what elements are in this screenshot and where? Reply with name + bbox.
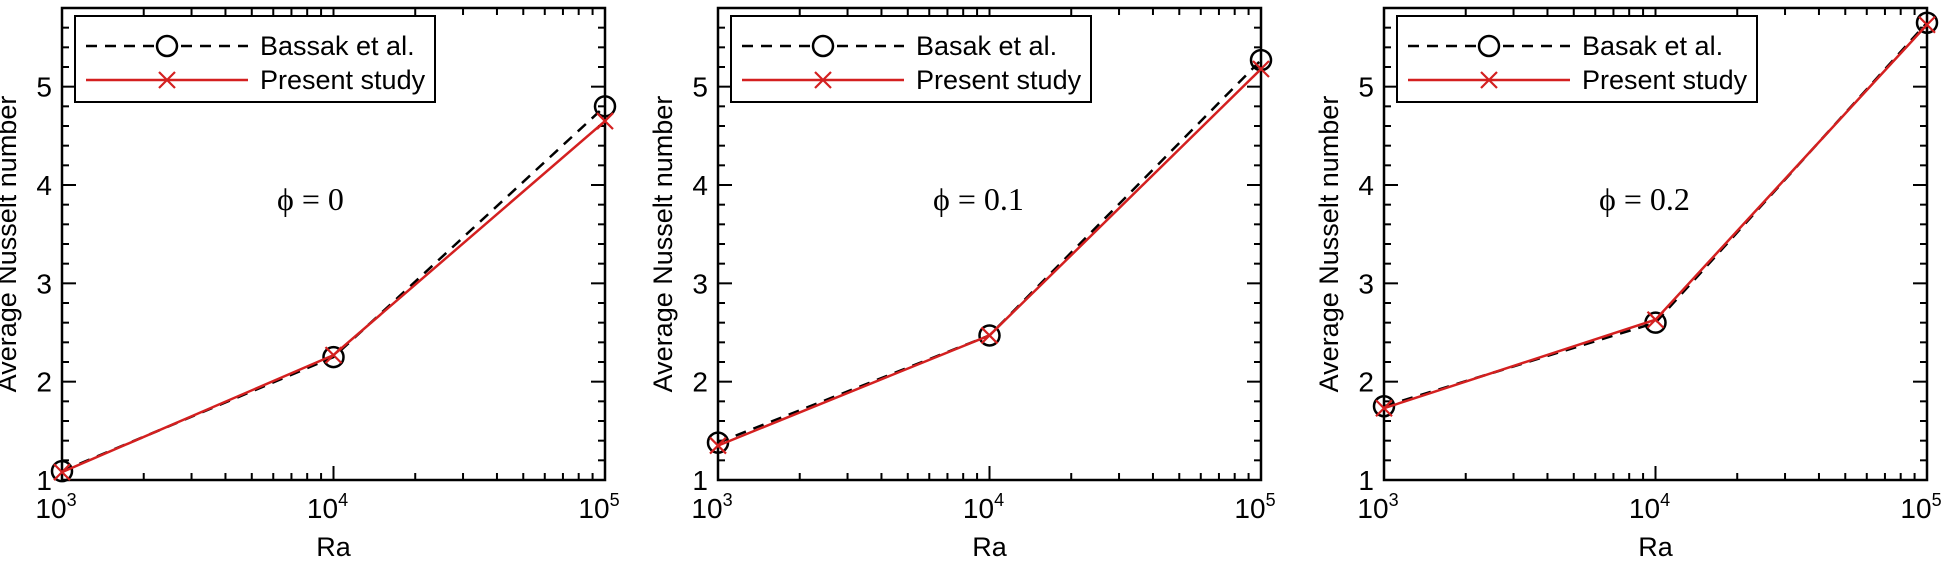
y-axis-title: Average Nusselt number [0, 96, 22, 393]
legend-label-2: Present study [260, 65, 426, 95]
y-tick-label: 2 [1358, 367, 1374, 398]
x-tick-label: 105 [1900, 490, 1941, 524]
marker-circle [978, 324, 1001, 347]
y-tick-label: 4 [1358, 170, 1374, 201]
x-tick-label: 103 [35, 490, 76, 524]
x-tick-base: 10 [963, 493, 994, 524]
x-tick-exponent: 5 [1266, 490, 1276, 510]
y-axis-title: Average Nusselt number [648, 96, 678, 393]
y-tick-label: 4 [692, 170, 708, 201]
y-tick-label: 4 [36, 170, 52, 201]
x-tick-label: 103 [1357, 490, 1398, 524]
x-axis-title: Ra [316, 532, 351, 562]
x-axis-title: Ra [972, 532, 1007, 562]
phi-symbol: ϕ [1599, 181, 1616, 217]
series-line-1 [717, 59, 1262, 444]
y-tick-label: 3 [692, 268, 708, 299]
legend-marker-circle [811, 34, 835, 58]
x-tick-base: 10 [1629, 493, 1660, 524]
legend: Basak et al. Present study [730, 15, 1092, 103]
y-tick-label: 3 [1358, 268, 1374, 299]
y-tick-label: 1 [36, 465, 52, 496]
legend-label-2: Present study [1582, 65, 1748, 95]
legend-label-2: Present study [916, 65, 1082, 95]
legend-box [1396, 15, 1758, 103]
x-tick-base: 10 [35, 493, 66, 524]
marker-circle [593, 95, 617, 118]
phi-value: = 0 [294, 181, 344, 217]
marker-x [1375, 399, 1393, 417]
legend-box [74, 15, 436, 103]
x-tick-exponent: 5 [610, 490, 620, 510]
x-tick-base: 10 [307, 493, 338, 524]
y-tick-label: 5 [692, 72, 708, 103]
series-line-1 [61, 105, 606, 473]
x-tick-label: 105 [1234, 490, 1275, 524]
x-tick-base: 10 [1900, 493, 1931, 524]
phi-symbol: ϕ [277, 181, 294, 217]
marker-x [1918, 15, 1936, 34]
x-tick-label: 104 [307, 490, 348, 524]
x-tick-base: 10 [1234, 493, 1265, 524]
phi-value: = 0.2 [1616, 181, 1690, 217]
marker-x [1646, 310, 1665, 329]
marker-x [980, 326, 999, 345]
y-tick-label: 1 [1358, 465, 1374, 496]
marker-x [53, 463, 71, 481]
marker-circle [322, 345, 345, 369]
legend-label-1: Bassak et al. [260, 31, 415, 61]
marker-circle [50, 459, 74, 483]
x-tick-label: 104 [963, 490, 1004, 524]
marker-circle [1915, 11, 1939, 34]
legend-label-1: Basak et al. [916, 31, 1057, 61]
y-tick-label: 2 [36, 367, 52, 398]
phi-annotation: ϕ = 0 [277, 181, 344, 217]
marker-x [324, 346, 343, 364]
y-tick-label: 2 [692, 367, 708, 398]
legend-box [730, 15, 1092, 103]
x-tick-exponent: 3 [67, 490, 77, 510]
x-axis-title: Ra [1638, 532, 1673, 562]
x-tick-exponent: 3 [1389, 490, 1399, 510]
y-axis-title: Average Nusselt number [1314, 96, 1344, 393]
phi-symbol: ϕ [933, 181, 950, 217]
x-tick-exponent: 3 [723, 490, 733, 510]
y-tick-label: 1 [692, 465, 708, 496]
x-tick-exponent: 4 [1660, 490, 1670, 510]
legend: Basak et al. Present study [1396, 15, 1758, 103]
series-line-2 [717, 68, 1262, 447]
x-tick-base: 10 [1357, 493, 1388, 524]
x-tick-label: 105 [578, 490, 619, 524]
marker-x [1252, 60, 1270, 78]
phi-annotation: ϕ = 0.2 [1599, 181, 1690, 217]
marker-x [709, 436, 727, 455]
x-tick-exponent: 4 [994, 490, 1004, 510]
x-tick-exponent: 5 [1932, 490, 1942, 510]
marker-x [596, 112, 614, 130]
phi-annotation: ϕ = 0.1 [933, 181, 1024, 217]
legend: Bassak et al. Present study [74, 15, 436, 103]
x-tick-base: 10 [578, 493, 609, 524]
x-tick-base: 10 [691, 493, 722, 524]
legend-marker-x [814, 71, 832, 89]
x-tick-exponent: 4 [338, 490, 348, 510]
phi-value: = 0.1 [950, 181, 1024, 217]
y-tick-label: 3 [36, 268, 52, 299]
x-tick-label: 103 [691, 490, 732, 524]
legend-label-1: Basak et al. [1582, 31, 1723, 61]
legend-marker-x [158, 71, 176, 89]
legend-marker-circle [155, 34, 179, 58]
legend-marker-x [1480, 71, 1498, 89]
legend-marker-circle [1477, 34, 1501, 58]
y-tick-label: 5 [1358, 72, 1374, 103]
y-tick-label: 5 [36, 72, 52, 103]
x-tick-label: 104 [1629, 490, 1670, 524]
series-line-2 [61, 120, 606, 474]
